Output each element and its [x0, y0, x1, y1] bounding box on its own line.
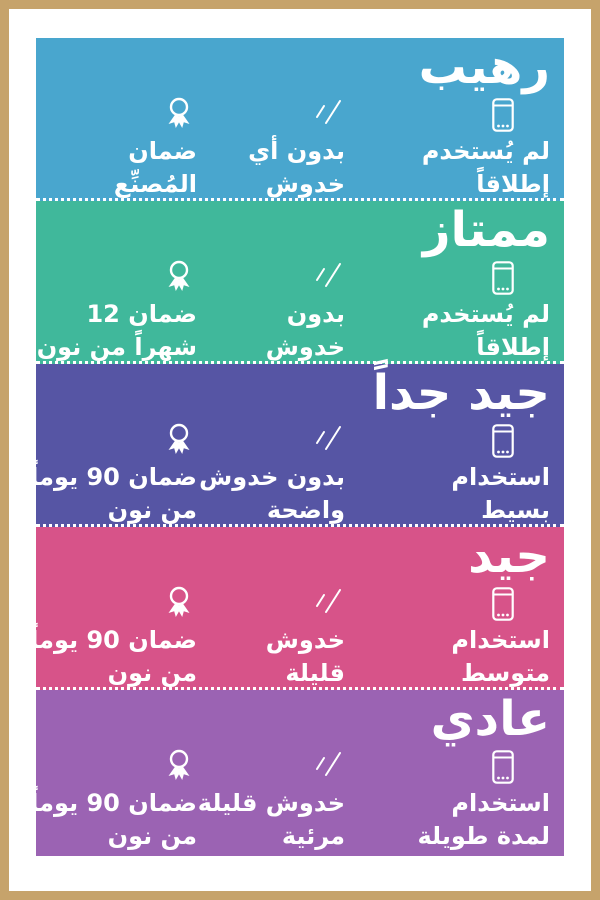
medal-icon [36, 96, 197, 132]
usage-line-2: لمدة طويلة [417, 822, 550, 850]
usage-line-2: إطلاقاً [476, 170, 550, 198]
warranty-line-1: ضمان 12 [86, 300, 197, 328]
warranty-line-2: من نون [107, 659, 197, 687]
scratches-line-2: مرئية [281, 822, 345, 850]
smartphone-icon [345, 96, 550, 132]
usage-line-1: استخدام [451, 463, 550, 491]
band-excellent: ممتاز لم يُستخدم إطلاقاً [36, 201, 564, 364]
warranty-column: ضمان 90 يوماً من نون [30, 748, 197, 853]
usage-line-2: متوسط [460, 659, 550, 687]
warranty-text: ضمان 12 شهراً من نون [36, 298, 197, 364]
band-title: عادي [430, 691, 550, 747]
scratches-line-2: قليلة [285, 659, 345, 687]
scratches-line-2: خدوش [265, 333, 345, 361]
warranty-line-2: شهراً من نون [36, 333, 197, 361]
scratches-column: بدون خدوش [197, 259, 345, 364]
medal-icon [36, 585, 197, 621]
usage-column: استخدام متوسط [345, 585, 550, 690]
usage-text: استخدام بسيط [345, 461, 550, 527]
usage-text: لم يُستخدم إطلاقاً [345, 298, 550, 364]
scratches-line-2: واضحة [266, 496, 345, 524]
usage-text: لم يُستخدم إطلاقاً [345, 135, 550, 201]
medal-icon [36, 422, 197, 458]
band-title: جيد جداً [372, 365, 550, 421]
usage-line-1: لم يُستخدم [421, 137, 550, 165]
warranty-line-1: ضمان 90 يوماً [30, 463, 197, 491]
warranty-column: ضمان 12 شهراً من نون [36, 259, 197, 364]
warranty-line-2: من نون [107, 822, 197, 850]
warranty-column: ضمان 90 يوماً من نون [30, 422, 197, 527]
scratches-line-1: بدون أي [248, 137, 345, 165]
warranty-text: ضمان المُصنِّع [36, 135, 197, 201]
usage-line-1: استخدام [451, 626, 550, 654]
scratches-text: خدوش قليلة مرئية [197, 787, 345, 853]
band-title: ممتاز [422, 202, 550, 258]
smartphone-icon [345, 748, 550, 784]
band-row: استخدام بسيط بدون خدوش واضحة [30, 422, 550, 527]
warranty-line-2: من نون [107, 496, 197, 524]
warranty-line-1: ضمان [128, 137, 197, 165]
medal-icon [36, 259, 197, 295]
usage-line-2: بسيط [481, 496, 550, 524]
band-amazing: رهيب لم يُستخدم إطلاقاً [36, 38, 564, 201]
usage-line-2: إطلاقاً [476, 333, 550, 361]
scratches-line-1: خدوش قليلة [197, 789, 345, 817]
scratches-column: خدوش قليلة [197, 585, 345, 690]
medal-icon [36, 748, 197, 784]
warranty-line-2: المُصنِّع [113, 170, 197, 198]
usage-line-1: استخدام [451, 789, 550, 817]
scratches-column: بدون خدوش واضحة [197, 422, 345, 527]
band-title: رهيب [418, 39, 550, 95]
usage-column: لم يُستخدم إطلاقاً [345, 96, 550, 201]
band-row: استخدام لمدة طويلة خدوش قليلة مرئية [30, 748, 550, 853]
smartphone-icon [345, 259, 550, 295]
band-fair: عادي استخدام لمدة طويلة [30, 690, 564, 856]
band-good: جيد استخدام متوسط [30, 527, 564, 690]
scratches-line-1: بدون [286, 300, 345, 328]
warranty-line-1: ضمان 90 يوماً [30, 626, 197, 654]
warranty-column: ضمان المُصنِّع [36, 96, 197, 201]
warranty-text: ضمان 90 يوماً من نون [30, 461, 197, 527]
band-row: لم يُستخدم إطلاقاً بدون خدوش [36, 259, 550, 364]
scratches-text: بدون خدوش [197, 298, 345, 364]
smartphone-icon [345, 422, 550, 458]
usage-column: لم يُستخدم إطلاقاً [345, 259, 550, 364]
band-row: استخدام متوسط خدوش قليلة [30, 585, 550, 690]
scratches-line-1: بدون خدوش [199, 463, 345, 491]
scratches-column: خدوش قليلة مرئية [197, 748, 345, 853]
smartphone-icon [345, 585, 550, 621]
warranty-text: ضمان 90 يوماً من نون [30, 624, 197, 690]
usage-text: استخدام لمدة طويلة [345, 787, 550, 853]
warranty-text: ضمان 90 يوماً من نون [30, 787, 197, 853]
scratches-column: بدون أي خدوش [197, 96, 345, 201]
scratches-text: خدوش قليلة [197, 624, 345, 690]
usage-column: استخدام بسيط [345, 422, 550, 527]
usage-column: استخدام لمدة طويلة [345, 748, 550, 853]
scratches-text: بدون أي خدوش [197, 135, 345, 201]
band-title: جيد [468, 528, 550, 584]
band-very-good: جيد جداً استخدام بسيط [30, 364, 564, 527]
scratches-line-1: خدوش [265, 626, 345, 654]
scratches-icon [197, 96, 345, 132]
scratches-icon [197, 585, 345, 621]
usage-line-1: لم يُستخدم [421, 300, 550, 328]
scratches-text: بدون خدوش واضحة [197, 461, 345, 527]
scratches-icon [197, 259, 345, 295]
band-row: لم يُستخدم إطلاقاً بدون أي خدوش [36, 96, 550, 201]
condition-bands: رهيب لم يُستخدم إطلاقاً [30, 38, 564, 856]
scratches-icon [197, 748, 345, 784]
scratches-icon [197, 422, 345, 458]
warranty-column: ضمان 90 يوماً من نون [30, 585, 197, 690]
warranty-line-1: ضمان 90 يوماً [30, 789, 197, 817]
scratches-line-2: خدوش [265, 170, 345, 198]
usage-text: استخدام متوسط [345, 624, 550, 690]
